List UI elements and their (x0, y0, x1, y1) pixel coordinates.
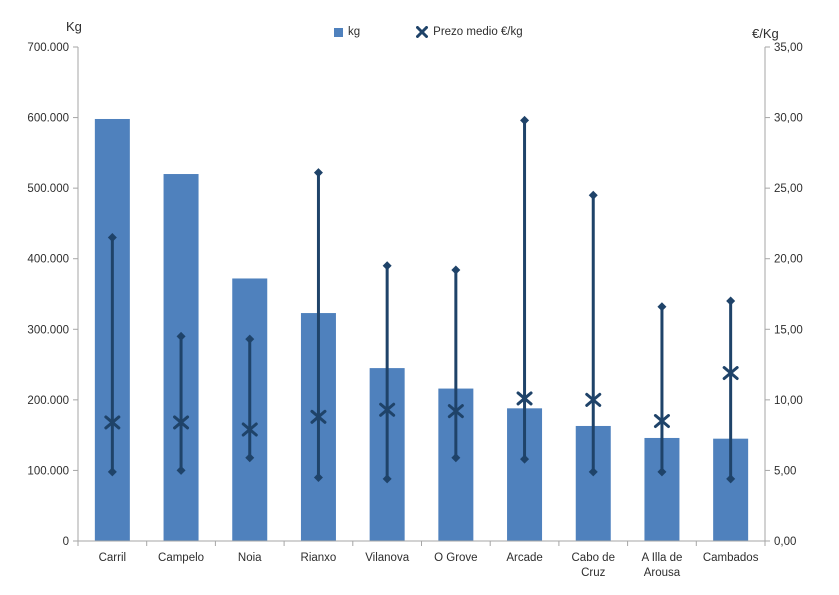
right-axis-tick-label: 35,00 (774, 42, 803, 54)
bar-swatch-icon (334, 27, 343, 37)
legend-item-prezo-medio: Prezo medio €/kg (416, 26, 523, 38)
price-low-diamond-cambados (726, 474, 736, 484)
price-high-diamond-cabo-de-cruz (588, 190, 598, 200)
mean-price-x-marker-cambados (722, 366, 739, 381)
price-high-diamond-o-grove (451, 265, 461, 275)
right-axis-tick-label: 15,00 (774, 324, 803, 336)
price-low-diamond-a-illa-de-arousa (657, 467, 667, 477)
category-label-campelo: Campelo (158, 552, 204, 564)
mean-price-x-marker-a-illa-de-arousa (653, 414, 670, 429)
price-low-diamond-arcade (520, 454, 530, 464)
price-low-diamond-cabo-de-cruz (588, 467, 598, 477)
category-label-noia: Noia (238, 552, 262, 564)
price-high-diamond-arcade (520, 115, 530, 125)
price-low-diamond-vilanova (382, 474, 392, 484)
category-label-carril: Carril (99, 552, 126, 564)
price-high-diamond-cambados (726, 296, 736, 306)
price-high-diamond-campelo (176, 331, 186, 341)
category-label-rianxo: Rianxo (301, 552, 337, 564)
right-axis-tick-label: 10,00 (774, 395, 803, 407)
chart-legend: kg Prezo medio €/kg (334, 26, 523, 38)
category-label-cambados: Cambados (703, 552, 759, 564)
category-label-cabo-de-cruz: Cabo de (572, 552, 615, 564)
price-low-diamond-o-grove (451, 453, 461, 463)
legend-label-prezo-medio: Prezo medio €/kg (433, 26, 523, 38)
category-label-vilanova: Vilanova (365, 552, 410, 564)
price-high-diamond-carril (107, 233, 117, 243)
category-label-arcade: Arcade (506, 552, 542, 564)
left-axis-tick-label: 500.000 (27, 183, 69, 195)
mean-price-x-marker-cabo-de-cruz (585, 392, 602, 407)
price-low-diamond-rianxo (313, 472, 323, 482)
x-marker-icon (416, 26, 429, 38)
category-label-a-illa-de-arousa: Arousa (644, 567, 681, 579)
right-axis-tick-label: 20,00 (774, 254, 803, 266)
left-axis-tick-label: 300.000 (27, 324, 69, 336)
price-low-diamond-carril (107, 467, 117, 477)
mean-price-x-marker-o-grove (447, 404, 464, 419)
left-axis-tick-label: 200.000 (27, 395, 69, 407)
right-axis-tick-label: 30,00 (774, 113, 803, 125)
price-high-diamond-a-illa-de-arousa (657, 302, 667, 312)
mean-price-x-marker-arcade (516, 391, 533, 406)
right-axis-title: €/Kg (752, 26, 779, 41)
legend-label-kg: kg (348, 26, 361, 38)
category-label-o-grove: O Grove (434, 552, 477, 564)
right-axis-tick-label: 0,00 (774, 536, 796, 548)
mean-price-x-marker-carril (104, 415, 121, 430)
mean-price-x-marker-noia (241, 422, 258, 437)
category-label-a-illa-de-arousa: A Illa de (641, 552, 682, 564)
left-axis-tick-label: 100.000 (27, 465, 69, 477)
left-axis-title: Kg (66, 19, 82, 34)
price-low-diamond-campelo (176, 465, 186, 475)
right-axis-tick-label: 25,00 (774, 183, 803, 195)
legend-item-kg: kg (334, 26, 360, 38)
price-high-diamond-vilanova (382, 261, 392, 271)
left-axis-tick-label: 700.000 (27, 42, 69, 54)
mean-price-x-marker-rianxo (310, 409, 327, 424)
mean-price-x-marker-vilanova (379, 402, 396, 417)
right-axis-tick-label: 5,00 (774, 465, 796, 477)
mean-price-x-marker-campelo (173, 415, 190, 430)
left-axis-tick-label: 600.000 (27, 113, 69, 125)
price-high-diamond-noia (245, 334, 255, 344)
category-label-cabo-de-cruz: Cruz (581, 567, 606, 579)
price-high-diamond-rianxo (313, 168, 323, 178)
left-axis-tick-label: 0 (63, 536, 69, 548)
price-low-diamond-noia (245, 453, 255, 463)
left-axis-tick-label: 400.000 (27, 254, 69, 266)
